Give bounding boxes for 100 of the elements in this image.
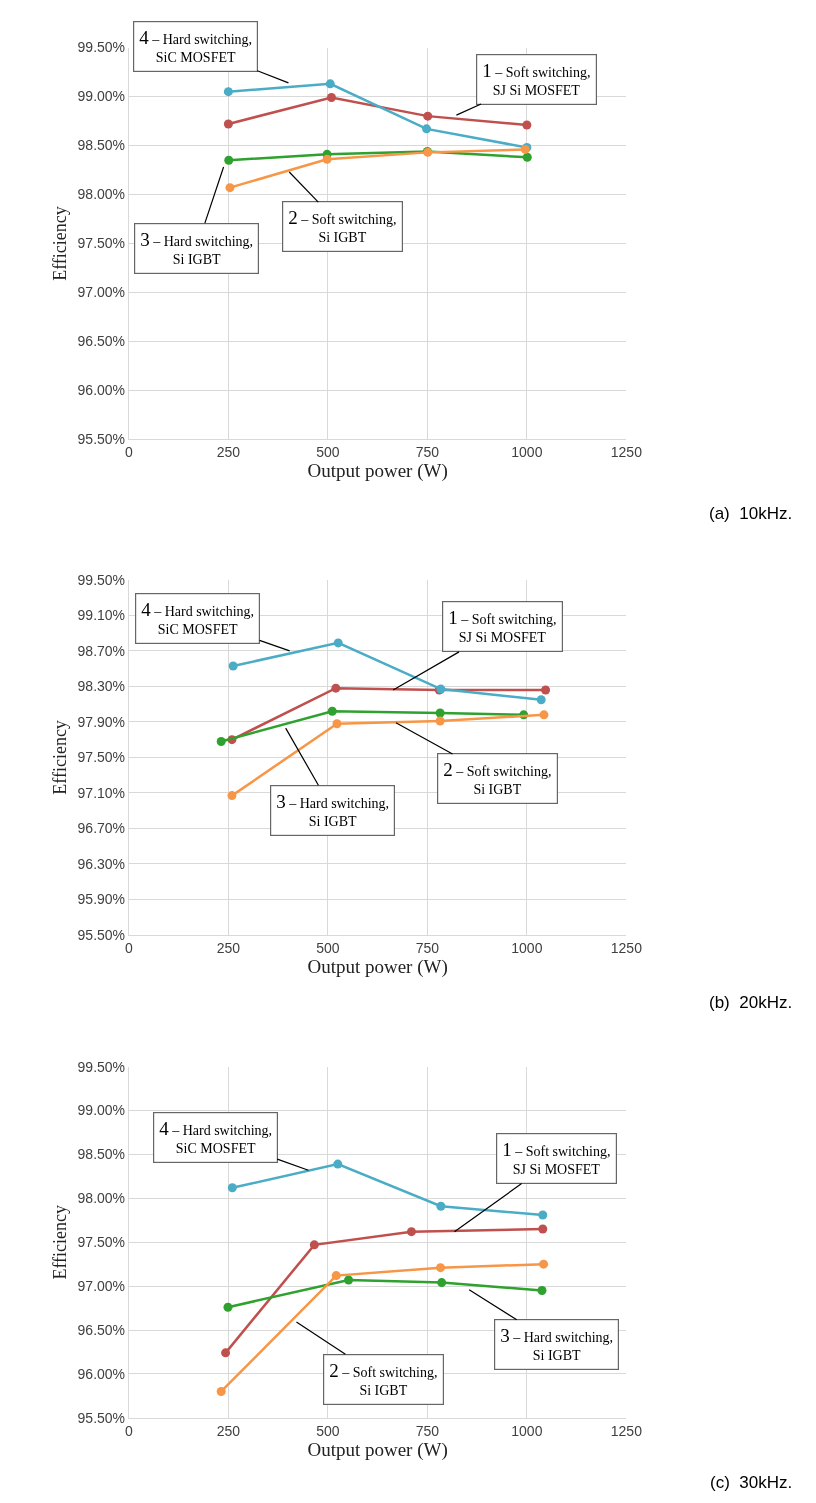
x-tick-label: 1250 [610,1422,643,1439]
y-tick-label: 98.70% [77,642,126,659]
x-tick-label: 750 [415,939,440,956]
annotation: 1 – Soft switching, SJ Si MOSFET [482,60,591,99]
annotation: 2 – Soft switching, Si IGBT [288,207,397,246]
y-axis-title: Efficiency [49,206,70,281]
point [325,79,335,89]
y-tick-label: 95.90% [77,891,126,908]
y-tick-label: 99.00% [77,88,126,105]
point [436,1263,445,1273]
point [422,124,432,134]
y-tick-label: 97.50% [77,749,126,766]
point [216,736,226,746]
point [331,683,341,693]
point [436,1201,446,1211]
point [327,706,337,716]
annotation: 2 – Soft switching, Si IGBT [329,1360,438,1399]
text: (c) 30kHz. [710,1473,793,1492]
point [333,1159,343,1169]
point [223,1302,233,1312]
x-axis-title: Output power (W) [307,955,448,978]
x-tick-label: 1000 [511,939,543,956]
x-axis-title: Output power (W) [307,460,448,483]
y-tick-label: 99.50% [77,571,126,588]
y-tick-label: 99.00% [77,1102,126,1119]
point [223,87,233,97]
y-tick-label: 97.00% [77,284,126,301]
y-tick-label: 95.50% [77,926,126,943]
point [228,661,238,671]
point [435,708,445,718]
point [326,93,336,103]
y-tick-label: 96.70% [77,820,126,837]
point [538,1224,548,1234]
point [221,1348,231,1358]
point [333,638,343,648]
x-tick-label: 500 [316,444,340,461]
point [332,719,342,729]
y-tick-label: 98.50% [77,137,126,154]
x-tick-label: 500 [316,1422,340,1439]
y-tick-label: 98.50% [77,1146,126,1163]
annotation: 3 – Hard switching, Si IGBT [276,791,390,830]
point [331,1271,341,1281]
x-tick-label: 750 [415,444,440,461]
y-tick-label: 97.50% [77,235,126,252]
point [224,155,234,165]
y-tick-label: 95.50% [77,431,126,448]
x-axis-title: Output power (W) [307,1438,448,1461]
y-tick-label: 96.50% [77,333,126,350]
point [406,1227,416,1237]
annotation: 4 – Hard switching, SiC MOSFET [141,599,255,638]
point [522,120,532,130]
point [539,1259,549,1269]
y-tick-label: 98.00% [77,186,126,203]
point [344,1275,354,1285]
x-tick-label: 250 [216,444,241,461]
point [537,1286,547,1296]
y-tick-label: 97.10% [77,784,126,801]
x-tick-label: 500 [316,939,340,956]
point [435,716,445,726]
annotation: 1 – Soft switching, SJ Si MOSFET [502,1139,611,1178]
y-tick-label: 96.30% [77,855,126,872]
point [225,183,235,193]
annotation: 4 – Hard switching, SiC MOSFET [139,27,253,66]
x-tick-label: 0 [124,444,133,461]
point [322,154,332,164]
point [541,685,551,695]
y-tick-label: 95.50% [77,1409,126,1426]
y-tick-label: 96.00% [77,1365,126,1382]
x-tick-label: 1000 [511,444,543,461]
point [216,1386,226,1396]
point [536,695,546,705]
x-tick-label: 0 [124,1422,133,1439]
point [423,111,433,121]
x-tick-label: 1250 [610,444,643,461]
x-tick-label: 0 [124,939,133,956]
y-tick-label: 99.10% [77,607,126,624]
point [437,1278,447,1288]
y-tick-label: 98.00% [77,1190,126,1207]
x-tick-label: 250 [216,939,241,956]
x-tick-label: 1000 [511,1422,543,1439]
y-tick-label: 99.50% [77,39,126,56]
annotation: 3 – Hard switching, Si IGBT [500,1325,614,1364]
point [227,791,237,801]
y-tick-label: 99.50% [77,1058,126,1075]
point [223,119,233,129]
y-axis-title: Efficiency [49,1204,70,1280]
annotation: 2 – Soft switching, Si IGBT [443,759,552,798]
x-tick-label: 750 [415,1422,440,1439]
annotation: 4 – Hard switching, SiC MOSFET [159,1118,273,1157]
point [539,710,549,720]
point [538,1210,548,1220]
y-tick-label: 96.50% [77,1321,126,1338]
text: (b) 20kHz. [709,993,793,1012]
y-axis-title: Efficiency [49,720,70,795]
y-tick-label: 97.90% [77,713,126,730]
y-tick-label: 97.00% [77,1278,126,1295]
x-tick-label: 250 [216,1422,241,1439]
annotation: 3 – Hard switching, Si IGBT [140,229,254,268]
x-tick-label: 1250 [610,939,643,956]
y-tick-label: 98.30% [77,678,126,695]
